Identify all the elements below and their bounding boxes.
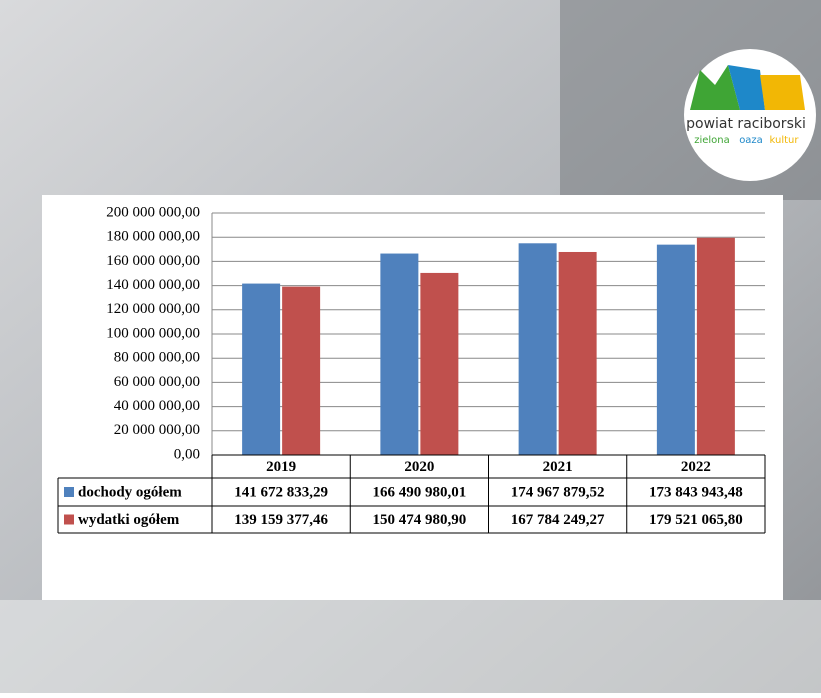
x-tick-label: 2019 (266, 459, 296, 475)
x-tick-label: 2020 (404, 459, 434, 475)
logo-tag: zielona (694, 135, 730, 146)
data-label: 179 521 065,80 (649, 512, 743, 528)
x-tick-label: 2022 (681, 459, 711, 475)
y-tick-label: 60 000 000,00 (114, 374, 200, 390)
y-tick-label: 20 000 000,00 (114, 422, 200, 438)
y-tick-label: 100 000 000,00 (106, 325, 200, 341)
legend-label: wydatki ogółem (78, 512, 180, 528)
y-tick-label: 180 000 000,00 (106, 229, 200, 245)
x-tick-label: 2021 (543, 459, 573, 475)
bar (282, 286, 321, 455)
bar (558, 251, 597, 455)
background-papers (0, 600, 821, 693)
data-label: 174 967 879,52 (511, 484, 605, 500)
logo: powiat raciborski zielona oaza kultur (684, 49, 816, 181)
logo-tag: oaza (739, 135, 763, 146)
logo-name: powiat raciborski (686, 116, 806, 132)
data-label: 150 474 980,90 (373, 512, 467, 528)
logo-yellow (760, 75, 805, 110)
y-tick-label: 140 000 000,00 (106, 277, 200, 293)
bar (380, 253, 419, 455)
bar (420, 272, 459, 455)
data-label: 139 159 377,46 (234, 512, 328, 528)
bar (242, 283, 281, 455)
y-tick-label: 80 000 000,00 (114, 350, 200, 366)
legend-swatch (64, 487, 74, 497)
data-label: 141 672 833,29 (234, 484, 328, 500)
y-tick-label: 120 000 000,00 (106, 301, 200, 317)
y-tick-label: 200 000 000,00 (106, 204, 200, 220)
data-label: 166 490 980,01 (373, 484, 467, 500)
logo-blue (728, 65, 765, 110)
bar (696, 237, 735, 455)
bar (656, 244, 695, 455)
data-label: 173 843 943,48 (649, 484, 743, 500)
logo-green (690, 65, 740, 110)
data-label: 167 784 249,27 (511, 512, 605, 528)
y-tick-label: 40 000 000,00 (114, 398, 200, 414)
logo-tag: kultur (770, 135, 800, 146)
legend-swatch (64, 514, 74, 525)
y-tick-label: 160 000 000,00 (106, 253, 200, 269)
bar (518, 243, 557, 455)
y-tick-label: 0,00 (174, 446, 200, 462)
legend-label: dochody ogółem (78, 484, 182, 500)
